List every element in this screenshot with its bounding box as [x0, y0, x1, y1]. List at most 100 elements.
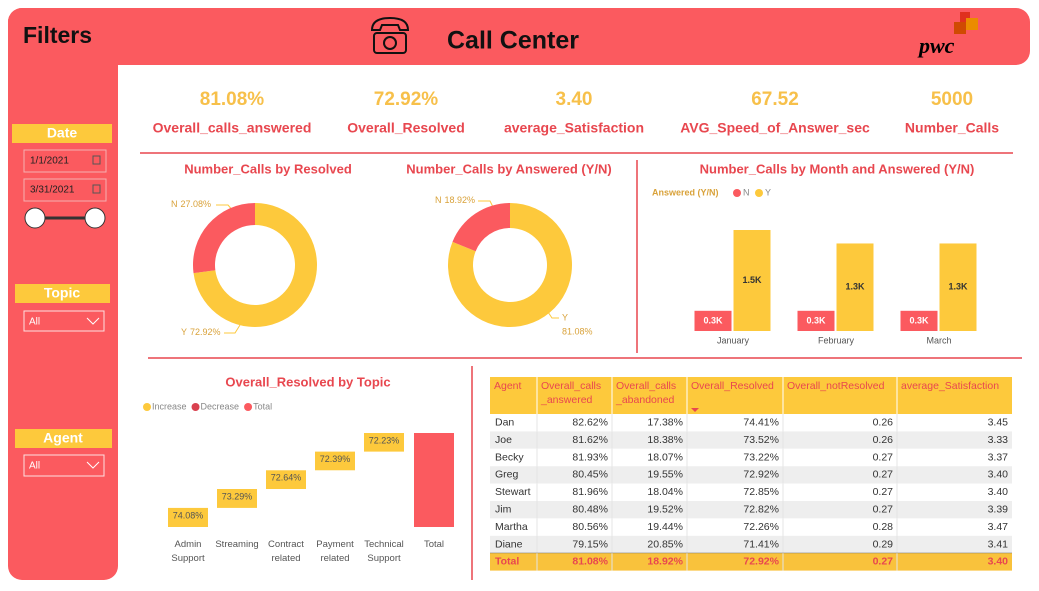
bar-label: 72.64% — [271, 473, 302, 483]
table-cell: 3.45 — [988, 416, 1009, 428]
table-cell: 72.92% — [743, 556, 779, 568]
date-label-box — [12, 124, 112, 143]
chevron — [86, 461, 100, 469]
kpi-value: 5000 — [931, 89, 973, 110]
table-cell: 3.33 — [988, 434, 1009, 446]
kpi-value: 3.40 — [556, 89, 593, 110]
waterfall-bar — [315, 451, 355, 471]
table-row-bg — [490, 535, 1012, 554]
slice-label: 81.08% — [562, 326, 593, 336]
table-cell: 19.44% — [647, 521, 683, 533]
agent-label: Agent — [43, 430, 83, 446]
legend-dot — [755, 189, 763, 197]
donut-slice — [193, 203, 317, 327]
table-cell: 3.40 — [988, 469, 1009, 481]
bar-label: 1.3K — [948, 282, 968, 292]
table-cell: Jim — [495, 503, 512, 515]
x-tick-label: Total — [423, 539, 445, 550]
x-tick-label: Admin Support — [171, 539, 205, 564]
donut-slice — [452, 203, 510, 252]
table-cell: 73.52% — [743, 434, 779, 446]
calendar-icon — [92, 184, 101, 194]
chart-title: Overall_Resolved by Topic — [225, 374, 390, 389]
slider-handle[interactable] — [24, 207, 46, 229]
table-cell: 0.27 — [873, 451, 894, 463]
chart-title: Number_Calls by Resolved — [184, 161, 352, 176]
table-cell: 0.27 — [873, 503, 894, 515]
bar-label: 72.23% — [369, 435, 400, 445]
table-cell: 3.37 — [988, 451, 1009, 463]
table-cell: Joe — [495, 434, 512, 446]
slice-label-group: N 18.92% — [435, 195, 475, 205]
kpi-label: Overall_Resolved — [347, 120, 465, 136]
table-total-bg — [490, 553, 1012, 571]
table-cell: 18.04% — [647, 486, 683, 498]
bar-label: 0.3K — [806, 315, 826, 325]
legend-label: Decrease — [201, 401, 240, 411]
table-row-bg — [490, 431, 1012, 449]
x-tick-label: Contract related — [268, 539, 304, 564]
table-cell: 79.15% — [572, 538, 608, 550]
table-cell: 72.26% — [743, 521, 779, 533]
kpi-label: Number_Calls — [905, 120, 999, 136]
table-cell: 3.47 — [988, 521, 1009, 533]
bar — [733, 230, 771, 331]
x-tick-label: Streaming — [215, 539, 259, 550]
table-row-bg — [490, 518, 1012, 536]
table-cell: 3.39 — [988, 503, 1009, 515]
table-cell: 71.41% — [743, 538, 779, 550]
x-tick-label: February — [818, 335, 855, 345]
table-row-bg — [490, 501, 1012, 519]
donut-slice — [193, 203, 255, 274]
table-cell: 72.92% — [743, 469, 779, 481]
table-row-bg — [490, 448, 1012, 467]
kpi-value: 72.92% — [374, 89, 439, 110]
x-tick-label: January — [717, 335, 750, 345]
legend-label: Total — [253, 401, 272, 411]
top-bar — [8, 8, 1030, 65]
table-header-bg — [490, 377, 1012, 414]
table-cell: 19.52% — [647, 503, 683, 515]
legend-label: N — [743, 187, 750, 197]
table-cell: Greg — [495, 469, 519, 481]
legend-label: Increase — [152, 401, 187, 411]
slider-handle[interactable] — [84, 207, 106, 229]
table-row-bg — [490, 414, 1012, 432]
table-row-bg — [490, 483, 1012, 501]
column-header: Agent — [494, 380, 522, 392]
date-from-input[interactable] — [23, 149, 107, 173]
column-header: average_Satisfaction — [901, 380, 999, 392]
bar — [900, 310, 938, 331]
bar-label: 72.39% — [320, 454, 351, 464]
table-cell: 72.85% — [743, 486, 779, 498]
date-label: Date — [47, 125, 78, 141]
table-cell: 72.82% — [743, 503, 779, 515]
logo: pwc — [917, 33, 955, 58]
topic-value: All — [29, 317, 40, 328]
table-cell: 81.93% — [572, 451, 608, 463]
waterfall-bar — [217, 489, 257, 508]
bar — [836, 243, 874, 331]
legend-title: Answered (Y/N) — [652, 187, 719, 197]
table-cell: 80.56% — [572, 521, 608, 533]
slice-label: 27.08% — [181, 199, 212, 209]
waterfall-bar — [266, 470, 306, 490]
bar — [797, 310, 835, 331]
agent-dropdown[interactable] — [23, 454, 105, 477]
table-cell: 18.38% — [647, 434, 683, 446]
table-cell: 80.45% — [572, 469, 608, 481]
date-to-input[interactable] — [23, 178, 107, 202]
bar-label: 0.3K — [703, 315, 723, 325]
topic-dropdown[interactable] — [23, 310, 105, 332]
kpi-label: AVG_Speed_of_Answer_sec — [680, 120, 870, 136]
table-cell: 0.26 — [873, 416, 894, 428]
table-cell: 17.38% — [647, 416, 683, 428]
slice-label: 72.92% — [190, 327, 221, 337]
kpi-value: 81.08% — [200, 89, 265, 110]
chevron — [86, 317, 100, 325]
table-cell: 80.48% — [572, 503, 608, 515]
table-row-bg — [490, 466, 1012, 484]
table-cell: 18.92% — [647, 556, 683, 568]
bar-label: 73.29% — [222, 491, 253, 501]
